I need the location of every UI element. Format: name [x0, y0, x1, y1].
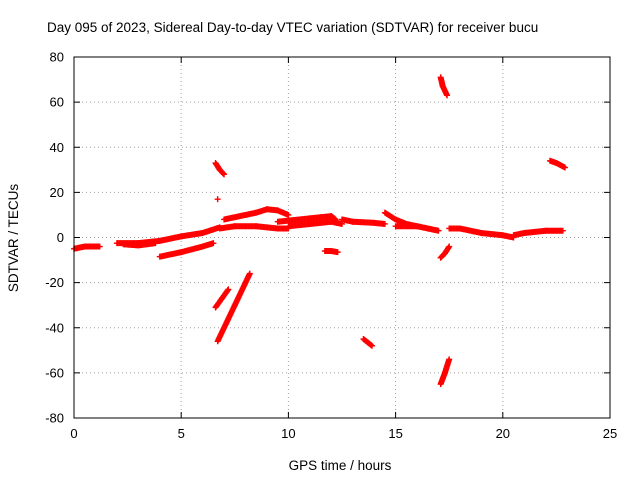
data-point-marker: [381, 220, 388, 227]
y-tick-label: 60: [50, 95, 64, 110]
y-tick-label: 80: [50, 50, 64, 65]
chart-title: Day 095 of 2023, Sidereal Day-to-day VTE…: [47, 20, 538, 35]
data-points: [71, 74, 568, 388]
data-point-marker: [225, 286, 232, 293]
series-arc-23: [546, 157, 568, 171]
data-point-marker: [96, 243, 103, 250]
series-arc-10: [221, 206, 292, 223]
x-tick-label: 0: [70, 426, 77, 441]
series-arc-3: [120, 240, 159, 249]
series-arc-14: [339, 216, 388, 227]
series-arc-4: [156, 240, 217, 260]
x-axis-ticks: 0 5 10 15 20 25: [70, 57, 617, 441]
series-arc-17: [392, 223, 442, 234]
x-tick-label: 25: [603, 426, 617, 441]
y-tick-label: -20: [45, 275, 64, 290]
data-point-marker: [220, 170, 227, 177]
x-tick-label: 15: [388, 426, 402, 441]
series-arc-21: [446, 225, 517, 241]
data-point-marker: [246, 270, 253, 277]
data-point-marker: [444, 92, 451, 99]
data-point-marker: [221, 171, 228, 178]
y-tick-label: -40: [45, 320, 64, 335]
y-tick-label: 40: [50, 140, 64, 155]
grid-lines: [74, 57, 610, 418]
data-point-marker: [561, 164, 568, 171]
series-arc-15: [360, 336, 376, 349]
x-tick-label: 10: [281, 426, 295, 441]
series-arc-22: [510, 227, 566, 239]
data-point-marker: [334, 249, 341, 256]
series-arc-5: [212, 160, 228, 178]
series-arc-19: [437, 243, 453, 261]
data-point-marker: [435, 227, 442, 234]
series-arc-20: [437, 356, 453, 388]
series-arc-13: [321, 248, 341, 256]
y-tick-label: -60: [45, 365, 64, 380]
series-arc-9: [216, 223, 292, 232]
y-tick-label: 20: [50, 185, 64, 200]
data-point-marker: [559, 227, 566, 234]
y-tick-label: -80: [45, 411, 64, 426]
y-axis-ticks: -80 -60 -40 -20 0 20 40 60 80: [45, 50, 610, 426]
y-tick-label: 0: [57, 230, 64, 245]
series-arc-1: [71, 243, 103, 252]
data-point-marker: [152, 240, 159, 247]
x-tick-label: 5: [178, 426, 185, 441]
data-point-marker: [210, 240, 217, 247]
y-axis-label: SDTVAR / TECUs: [6, 184, 21, 293]
x-tick-label: 20: [496, 426, 510, 441]
data-point-marker: [285, 211, 292, 218]
series-arc-6: [214, 196, 221, 203]
data-point-marker: [446, 243, 453, 250]
series-arc-12: [285, 218, 345, 230]
series-arc-8: [214, 270, 253, 345]
data-point-marker: [214, 196, 221, 203]
data-point-marker: [446, 356, 453, 363]
x-axis-label: GPS time / hours: [289, 458, 392, 473]
data-point-marker: [369, 342, 376, 349]
series-arc-18: [437, 74, 451, 99]
series-arc-7: [212, 286, 232, 311]
